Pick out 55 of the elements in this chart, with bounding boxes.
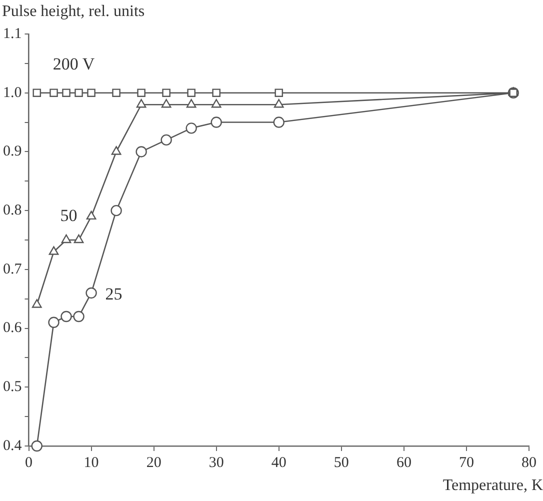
x-tick-label: 20 (146, 454, 162, 471)
point (274, 88, 284, 97)
point (273, 116, 284, 128)
point (48, 316, 60, 328)
point (87, 88, 96, 97)
x-tick-label: 0 (25, 454, 32, 471)
y-tick-label: 1.1 (3, 26, 22, 42)
y-tick-label: 0.5 (3, 379, 22, 396)
x-tick-label: 30 (208, 454, 224, 471)
point (50, 88, 58, 97)
point (136, 99, 146, 108)
point (61, 234, 72, 244)
y-tick-label: 0.8 (3, 202, 22, 219)
point (136, 146, 147, 158)
point (62, 88, 70, 97)
point (73, 310, 84, 322)
point (74, 234, 84, 244)
point (32, 88, 42, 97)
y-tick-label: 0.6 (3, 320, 22, 336)
point (74, 88, 83, 97)
point (162, 88, 170, 97)
point (160, 134, 172, 146)
y-axis-title: Pulse height, rel. units (2, 3, 145, 20)
point (86, 287, 97, 299)
point (48, 246, 59, 255)
y-tick-label: 0.9 (3, 144, 22, 160)
point (31, 440, 42, 452)
point (111, 146, 122, 155)
x-axis-title: Temperature, K (442, 477, 543, 494)
x-tick-label: 40 (271, 454, 286, 471)
series-label: 50 (60, 206, 78, 225)
point (137, 88, 146, 97)
point (86, 210, 96, 220)
point (110, 204, 122, 216)
point (186, 122, 197, 134)
point (161, 99, 172, 108)
x-tick-label: 80 (522, 454, 536, 471)
point (210, 116, 222, 128)
x-tick-label: 60 (396, 454, 412, 471)
point (211, 99, 222, 108)
point (32, 299, 42, 308)
point (274, 99, 284, 108)
point (212, 88, 220, 97)
series-label: 200 V (52, 54, 96, 74)
x-tick-label: 50 (334, 454, 349, 471)
x-tick-label: 10 (84, 454, 99, 471)
point (187, 88, 196, 97)
x-tick-label: 70 (458, 454, 474, 471)
point (186, 99, 196, 108)
y-tick-label: 0.7 (3, 261, 22, 278)
point (112, 88, 120, 97)
y-tick-label: 1.0 (3, 84, 22, 101)
y-tick-label: 0.4 (3, 438, 22, 454)
series-label: 25 (105, 284, 122, 304)
point (60, 310, 72, 322)
